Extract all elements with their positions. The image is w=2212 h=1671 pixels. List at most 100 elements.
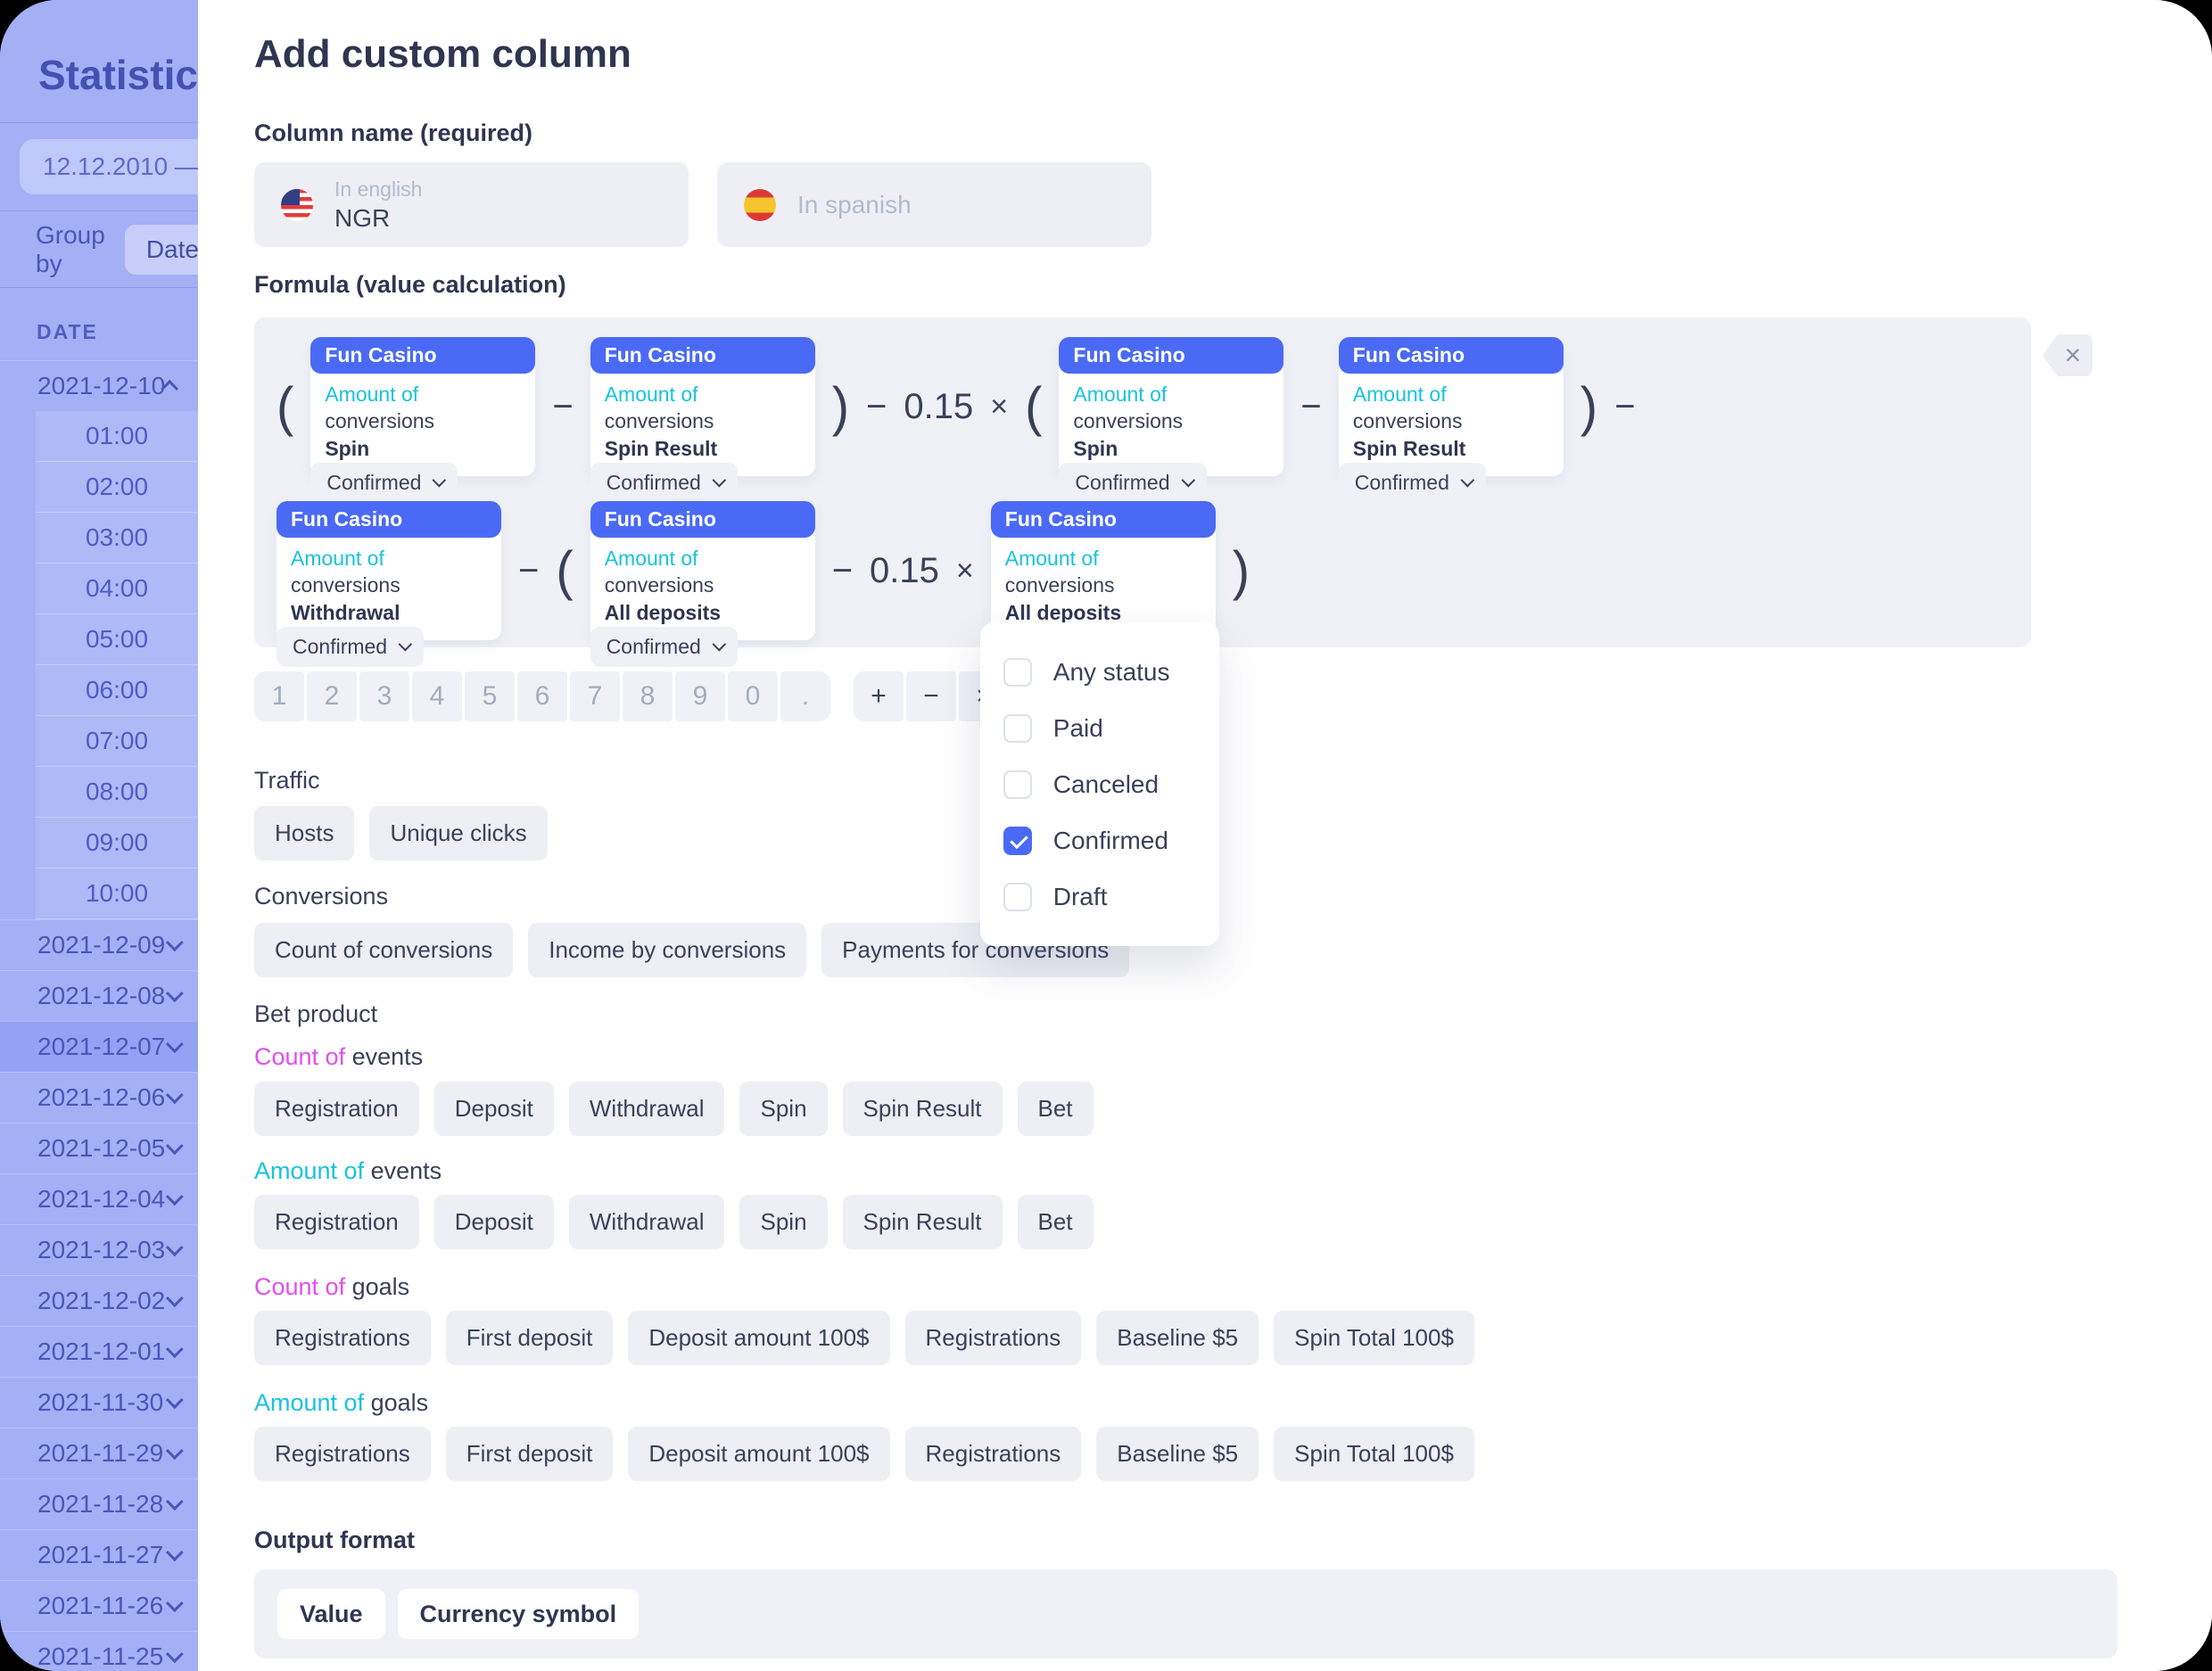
hour-row[interactable]: 06:00 [36, 665, 198, 716]
date-range-section: 12.12.2010 — 1 [0, 123, 198, 211]
hour-row[interactable]: 04:00 [36, 564, 198, 614]
date-row-expanded[interactable]: 2021-12-10 [0, 360, 198, 411]
date-range-input[interactable]: 12.12.2010 — 1 [20, 139, 198, 194]
remove-formula-button[interactable]: × [2043, 334, 2092, 376]
status-select[interactable]: Confirmed [276, 626, 425, 667]
metric-chip[interactable]: Registrations [904, 1311, 1082, 1365]
metric-chip[interactable]: Deposit [433, 1082, 554, 1136]
metric-chip[interactable]: Registrations [254, 1311, 431, 1365]
metric-chip[interactable]: Count of conversions [254, 923, 514, 977]
key-digit[interactable]: 0 [728, 671, 778, 721]
metric-chip[interactable]: Registrations [904, 1427, 1082, 1481]
key-digit[interactable]: 7 [570, 671, 620, 721]
metric-chip[interactable]: Baseline $5 [1096, 1311, 1259, 1365]
key-digit[interactable]: 1 [254, 671, 304, 721]
hour-row[interactable]: 07:00 [36, 716, 198, 767]
key-minus[interactable]: − [906, 671, 956, 721]
status-option[interactable]: Draft [1003, 868, 1219, 925]
key-digit[interactable]: 3 [359, 671, 409, 721]
metric-chip[interactable]: Baseline $5 [1096, 1427, 1259, 1481]
date-row[interactable]: 2021-11-26 [0, 1580, 198, 1631]
status-select[interactable]: Confirmed [1059, 462, 1207, 503]
bet-product-label: Bet product [254, 1000, 378, 1027]
metric-chip[interactable]: Bet [1017, 1082, 1094, 1136]
status-select[interactable]: Confirmed [1338, 462, 1486, 503]
metric-chip[interactable]: Deposit amount 100$ [628, 1311, 890, 1365]
key-digit[interactable]: 8 [623, 671, 673, 721]
metric-chip[interactable]: Deposit amount 100$ [628, 1427, 890, 1481]
key-digit[interactable]: 4 [412, 671, 462, 721]
metric-chip[interactable]: Withdrawal [568, 1082, 725, 1136]
date-row[interactable]: 2021-11-28 [0, 1478, 198, 1529]
metric-chip[interactable]: Bet [1017, 1195, 1094, 1249]
english-name-field[interactable]: In english NGR [254, 162, 689, 247]
status-option[interactable]: Any status [1003, 644, 1219, 700]
status-checkbox[interactable] [1003, 713, 1032, 743]
formula-card-open-dropdown: Fun Casino Amount of conversions All depo… [979, 501, 1219, 946]
metric-chip[interactable]: Deposit [433, 1195, 554, 1249]
status-select[interactable]: Confirmed [310, 462, 458, 503]
date-row[interactable]: 2021-12-04 [0, 1173, 198, 1224]
status-checkbox[interactable] [1003, 770, 1032, 799]
group-by-section: Group by Date [0, 211, 198, 288]
date-row[interactable]: 2021-11-25 [0, 1631, 198, 1671]
card-project-badge: Fun Casino [990, 501, 1216, 538]
status-checkbox-checked[interactable] [1003, 826, 1032, 855]
date-row[interactable]: 2021-12-02 [0, 1275, 198, 1326]
column-name-label: Column name (required) [254, 119, 533, 146]
hour-row[interactable]: 03:00 [36, 513, 198, 564]
status-select[interactable]: Confirmed [590, 462, 738, 503]
date-row[interactable]: 2021-11-27 [0, 1529, 198, 1580]
key-digit[interactable]: 6 [517, 671, 567, 721]
hour-row[interactable]: 05:00 [36, 614, 198, 665]
status-checkbox[interactable] [1003, 882, 1032, 911]
key-digit[interactable]: 9 [675, 671, 725, 721]
card-project-badge: Fun Casino [1059, 337, 1284, 374]
metric-chip[interactable]: Registration [254, 1082, 419, 1136]
metric-chip[interactable]: Spin [739, 1195, 828, 1249]
status-option[interactable]: Canceled [1003, 756, 1219, 812]
metric-chip[interactable]: Hosts [254, 806, 355, 860]
metric-chip[interactable]: Withdrawal [568, 1195, 725, 1249]
status-checkbox[interactable] [1003, 657, 1032, 687]
output-chip[interactable]: Currency symbol [397, 1589, 640, 1639]
spanish-name-field[interactable]: In spanish [717, 162, 1151, 247]
date-row-highlighted[interactable]: 2021-12-07 [0, 1021, 198, 1072]
hour-row[interactable]: 08:00 [36, 767, 198, 818]
date-row[interactable]: 2021-11-29 [0, 1428, 198, 1478]
metric-chip[interactable]: Spin Total 100$ [1274, 1427, 1474, 1481]
chevron-down-icon [165, 1340, 184, 1359]
formula-card: Fun Casino Amount of conversions Spin Con… [1059, 337, 1284, 503]
status-option-checked[interactable]: Confirmed [1003, 812, 1219, 868]
metric-chip[interactable]: Income by conversions [528, 923, 807, 977]
key-plus[interactable]: + [854, 671, 904, 721]
hour-row[interactable]: 09:00 [36, 818, 198, 868]
key-digit[interactable]: 2 [307, 671, 357, 721]
date-row[interactable]: 2021-12-03 [0, 1224, 198, 1275]
metric-chip[interactable]: Spin Result [842, 1082, 1003, 1136]
date-row[interactable]: 2021-12-09 [0, 919, 198, 970]
minus-operator: − [1300, 386, 1322, 426]
metric-chip[interactable]: Registrations [254, 1427, 431, 1481]
status-option[interactable]: Paid [1003, 700, 1219, 756]
metric-chip[interactable]: Registration [254, 1195, 419, 1249]
hour-row[interactable]: 01:00 [36, 411, 198, 462]
hour-row[interactable]: 02:00 [36, 462, 198, 513]
metric-chip[interactable]: First deposit [445, 1311, 614, 1365]
hour-row[interactable]: 10:00 [36, 868, 198, 919]
metric-chip[interactable]: Unique clicks [369, 806, 548, 860]
date-row[interactable]: 2021-12-08 [0, 970, 198, 1021]
output-chip[interactable]: Value [277, 1589, 385, 1639]
key-decimal-point[interactable]: . [780, 671, 830, 721]
date-row[interactable]: 2021-12-01 [0, 1326, 198, 1377]
metric-chip[interactable]: Spin [739, 1082, 828, 1136]
status-select[interactable]: Confirmed [590, 626, 738, 667]
date-row[interactable]: 2021-12-05 [0, 1123, 198, 1173]
key-digit[interactable]: 5 [465, 671, 515, 721]
date-row[interactable]: 2021-12-06 [0, 1072, 198, 1123]
metric-chip[interactable]: Spin Total 100$ [1274, 1311, 1474, 1365]
group-by-select[interactable]: Date [124, 224, 198, 275]
metric-chip[interactable]: First deposit [445, 1427, 614, 1481]
date-row[interactable]: 2021-11-30 [0, 1377, 198, 1428]
metric-chip[interactable]: Spin Result [842, 1195, 1003, 1249]
